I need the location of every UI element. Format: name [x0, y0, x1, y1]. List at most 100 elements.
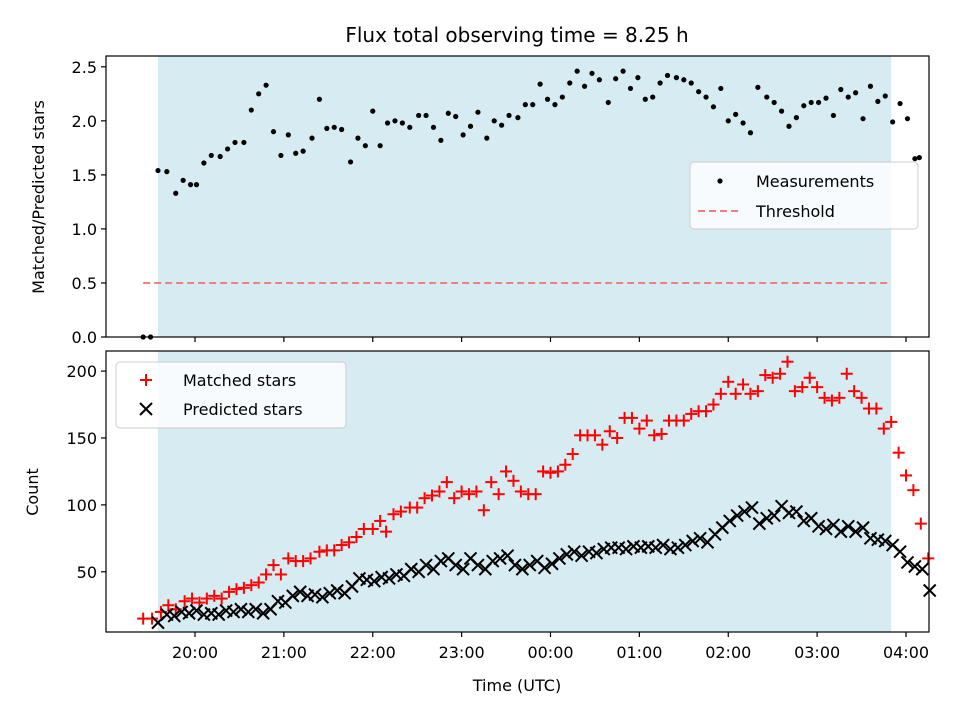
predicted-star-point [767, 508, 781, 523]
measurement-point [316, 96, 323, 102]
matched-star-point [588, 429, 601, 442]
measurement-point [392, 118, 398, 124]
matched-star-point [162, 599, 175, 612]
predicted-star-point [819, 522, 833, 536]
predicted-star-point [685, 534, 700, 548]
predicted-star-point-b [486, 554, 500, 568]
predicted-star-point [308, 587, 322, 602]
measurement-point [605, 99, 611, 106]
measurement-point [201, 160, 207, 166]
matched-star-point [914, 517, 927, 530]
predicted-star-point [745, 500, 759, 515]
predicted-star-point-b [626, 539, 641, 554]
legend-label-threshold: Threshold [755, 202, 835, 221]
predicted-star-point-b [389, 567, 404, 582]
predicted-star-point-b [804, 511, 818, 525]
predicted-star-point-b [204, 606, 219, 620]
measurement-point [627, 85, 634, 92]
measurement-point [912, 156, 918, 162]
matched-star-point [677, 414, 690, 427]
predicted-star-point [848, 524, 863, 539]
matched-star-point [366, 522, 379, 535]
predicted-star-point-b [530, 554, 544, 568]
matched-star-point [146, 612, 159, 625]
predicted-star-point [226, 605, 241, 619]
predicted-star-point-b [315, 590, 330, 604]
measurement-point [537, 81, 543, 87]
measurement-point [491, 118, 497, 124]
measurement-point [696, 89, 702, 95]
matched-star-point [537, 465, 550, 478]
predicted-star-point [922, 583, 937, 598]
legend-label-matched: Matched stars [183, 371, 296, 390]
predicted-star-point-b [760, 511, 774, 525]
predicted-star-point-b [878, 534, 892, 548]
predicted-star-point [382, 571, 396, 586]
predicted-star-point [323, 586, 337, 600]
predicted-star-point-b [189, 603, 204, 618]
measurement-point [522, 102, 528, 108]
predicted-star-point-b [545, 557, 559, 571]
predicted-star-point [619, 542, 633, 556]
predicted-star-point-b [619, 542, 633, 556]
chart-title: Flux total observing time = 8.25 h [345, 23, 688, 47]
predicted-star-point-b [693, 531, 707, 546]
matched-star-point [840, 367, 853, 380]
predicted-star-point [893, 545, 907, 559]
predicted-star-point-b [826, 518, 841, 532]
predicted-star-point [493, 551, 507, 566]
measurement-point [596, 77, 602, 83]
predicted-star-point [419, 558, 433, 572]
measurement-point [657, 80, 663, 86]
predicted-star-point-b [174, 605, 189, 619]
measurement-point [377, 143, 383, 149]
matched-star-point [870, 402, 883, 415]
top-y-ticks: 0.0 0.5 1.0 1.5 2.0 2.5 [72, 58, 106, 347]
measurement-point [764, 94, 770, 100]
top-x-ticks [194, 337, 907, 342]
measurement-point [399, 120, 405, 126]
matched-star-point [237, 581, 250, 594]
measurement-point [816, 99, 822, 106]
measurement-point [823, 95, 829, 101]
measurement-point [263, 82, 269, 88]
predicted-star-point-b [323, 586, 337, 600]
measurement-point [164, 169, 170, 175]
matched-star-point [313, 545, 326, 558]
predicted-star-point-b [811, 519, 826, 533]
predicted-star-point-b [574, 549, 589, 563]
matched-star-point [328, 544, 341, 557]
matched-star-point [215, 592, 228, 605]
matched-star-point [892, 446, 905, 459]
predicted-star-point-b [611, 540, 626, 555]
predicted-star-point [234, 602, 248, 616]
measurement-point [187, 182, 194, 188]
predicted-star-point [567, 545, 581, 559]
predicted-star-point-b [286, 589, 300, 603]
predicted-star-point [434, 554, 448, 568]
measurement-point [771, 99, 777, 106]
predicted-star-point-b [648, 540, 663, 555]
matched-star-point [514, 485, 527, 498]
predicted-star-point-b [671, 540, 685, 555]
matched-star-point [625, 411, 638, 424]
predicted-star-point [167, 609, 181, 623]
predicted-star-point-b [226, 605, 241, 619]
matched-star-point [922, 552, 935, 565]
predicted-star-point-b [211, 607, 226, 622]
measurement-point [673, 75, 680, 81]
measurement-point [916, 154, 922, 161]
predicted-star-point-b [730, 508, 744, 523]
predicted-star-point [560, 547, 574, 562]
predicted-star-point [671, 540, 685, 555]
predicted-star-point [552, 551, 567, 566]
measurement-point [499, 122, 505, 128]
predicted-star-point [404, 562, 418, 576]
measurement-point [581, 83, 588, 89]
predicted-star-point-b [374, 570, 389, 584]
matched-star-point [885, 415, 898, 428]
predicted-star-point-b [915, 562, 930, 576]
predicted-star-point-b [567, 545, 581, 559]
x-tick-label: 20:00 [172, 643, 218, 662]
predicted-star-point-b [419, 558, 433, 572]
